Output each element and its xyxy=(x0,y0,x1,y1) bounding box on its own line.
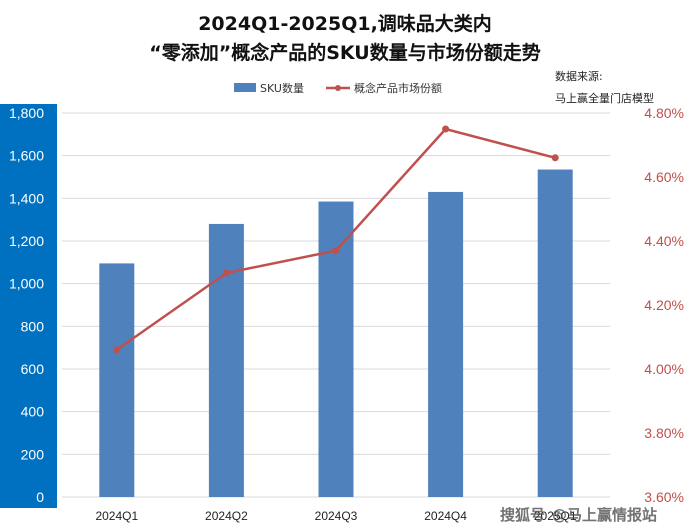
right-y-tick-label: 4.00% xyxy=(644,361,684,377)
left-y-axis-ticks: 0 200 400 600 800 1,000 1,200 1,400 1,600 1,800 xyxy=(9,105,44,505)
left-y-tick-label: 0 xyxy=(36,489,44,505)
right-y-tick-label: 4.20% xyxy=(644,297,684,313)
right-y-tick-label: 3.60% xyxy=(644,489,684,505)
left-y-tick-label: 1,200 xyxy=(9,233,44,249)
bar xyxy=(537,169,573,498)
bar xyxy=(99,263,135,497)
legend-line-label: 概念产品市场份额 xyxy=(354,81,442,95)
left-axis-band xyxy=(0,104,57,508)
left-y-tick-label: 400 xyxy=(21,404,45,420)
bar xyxy=(208,223,244,497)
x-tick-label: 2024Q3 xyxy=(315,509,358,523)
x-tick-label: 2024Q1 xyxy=(95,509,138,523)
right-y-tick-label: 3.80% xyxy=(644,425,684,441)
bar-series xyxy=(99,169,573,498)
watermark-left: 搜狐号 xyxy=(500,506,545,524)
legend-line-marker xyxy=(335,85,341,91)
line-series xyxy=(113,125,559,354)
left-y-tick-label: 1,600 xyxy=(9,148,44,164)
left-y-tick-label: 800 xyxy=(21,318,45,334)
x-tick-label: 2024Q4 xyxy=(424,509,467,523)
left-y-tick-label: 600 xyxy=(21,361,45,377)
line-point xyxy=(332,247,340,255)
line-point xyxy=(222,269,230,277)
left-y-tick-label: 1,400 xyxy=(9,190,44,206)
right-y-tick-label: 4.60% xyxy=(644,169,684,185)
right-y-tick-label: 4.80% xyxy=(644,105,684,121)
watermark-right: @马上赢情报站 xyxy=(552,506,657,524)
line-point xyxy=(442,125,450,133)
x-axis-ticks: 2024Q1 2024Q2 2024Q3 2024Q4 2025Q1 xyxy=(95,509,576,523)
chart-title-line1: 2024Q1-2025Q1,调味品大类内 xyxy=(198,12,492,35)
right-y-tick-label: 4.40% xyxy=(644,233,684,249)
source-note-line1: 数据来源: xyxy=(555,69,603,83)
x-tick-label: 2025Q1 xyxy=(534,509,577,523)
line-point xyxy=(551,154,559,162)
chart-title-line2: “零添加”概念产品的SKU数量与市场份额走势 xyxy=(149,41,540,64)
x-tick-label: 2024Q2 xyxy=(205,509,248,523)
bar xyxy=(318,201,354,498)
left-y-tick-label: 200 xyxy=(21,446,45,462)
line-point xyxy=(113,346,121,354)
right-y-axis-ticks: 3.60% 3.80% 4.00% 4.20% 4.40% 4.60% 4.80% xyxy=(644,105,684,505)
source-note-line2: 马上赢全量门店模型 xyxy=(555,91,654,105)
left-y-tick-label: 1,800 xyxy=(9,105,44,121)
legend-bar-swatch xyxy=(234,83,256,92)
left-y-tick-label: 1,000 xyxy=(9,276,44,292)
bar xyxy=(428,191,464,497)
legend-bar-label: SKU数量 xyxy=(260,82,304,95)
